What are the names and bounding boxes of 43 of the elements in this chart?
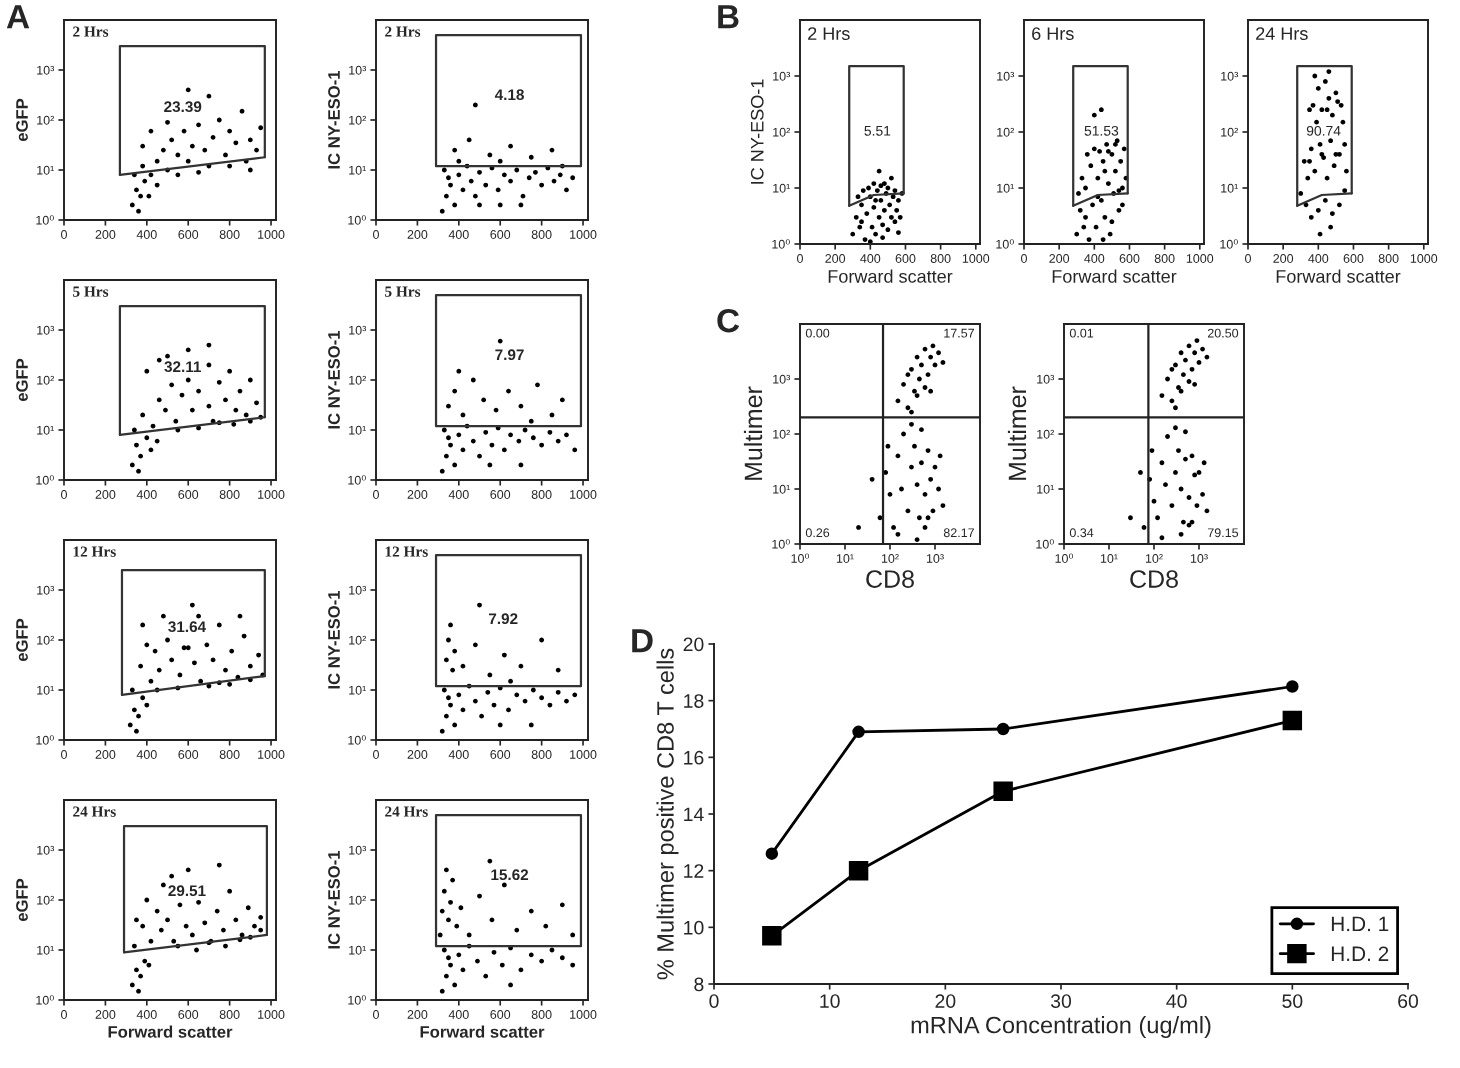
- text: D: [632, 629, 653, 653]
- y-tick-label: 10: [684, 920, 704, 935]
- y-tick-label: 18: [684, 694, 704, 708]
- x-axis-title: CD8: [1130, 570, 1178, 588]
- y-axis-title: eGFP: [16, 98, 28, 142]
- x-axis-title: Forward scatter: [1276, 269, 1401, 283]
- legend-label: H.D. 2: [1331, 946, 1389, 961]
- y-tick-label: 14: [684, 807, 704, 822]
- x-axis-title: Forward scatter: [108, 1025, 233, 1038]
- chart-title: 6 Hrs: [1032, 27, 1074, 40]
- y-tick-label: 8: [694, 977, 704, 992]
- x-tick-label: 60: [1398, 994, 1419, 1008]
- text: A: [6, 5, 30, 29]
- x-axis-title: mRNA Concentration (ug/ml): [911, 1016, 1211, 1039]
- y-tick-label: 16: [684, 750, 704, 765]
- y-axis-title: eGFP: [16, 358, 28, 402]
- y-axis-title: Multimer: [1007, 386, 1027, 480]
- x-axis-title: Forward scatter: [1052, 269, 1177, 283]
- y-axis-title: eGFP: [16, 618, 28, 662]
- x-axis-title: Forward scatter: [828, 269, 953, 283]
- text: B: [718, 5, 739, 29]
- x-axis-title: CD8: [866, 570, 914, 588]
- chart-title: 2 Hrs: [808, 27, 850, 40]
- x-tick-label: 30: [1050, 994, 1072, 1008]
- chart-title: 24 Hrs: [1256, 27, 1308, 40]
- x-tick-label: 50: [1282, 994, 1303, 1008]
- y-axis-title: IC NY-ESO-1: [328, 70, 340, 169]
- x-tick-label: 40: [1166, 994, 1187, 1008]
- y-axis-title: IC NY-ESO-1: [328, 850, 340, 949]
- legend-label: H.D. 1: [1331, 916, 1389, 932]
- y-axis-title: eGFP: [16, 878, 28, 922]
- y-tick-label: 20: [683, 637, 704, 652]
- y-axis-title: % Multimer positive CD8 T cells: [656, 648, 679, 980]
- y-tick-label: 12: [684, 864, 704, 878]
- x-axis-title: Forward scatter: [420, 1025, 545, 1038]
- y-axis-title: IC NY-ESO-1: [750, 79, 764, 184]
- y-axis-title: Multimer: [743, 386, 763, 480]
- x-tick-label: 0: [709, 994, 719, 1008]
- y-axis-title: IC NY-ESO-1: [328, 330, 340, 429]
- x-tick-label: 20: [935, 994, 956, 1008]
- x-tick-label: 10: [820, 994, 840, 1008]
- text: C: [717, 308, 740, 333]
- y-axis-title: IC NY-ESO-1: [328, 590, 340, 689]
